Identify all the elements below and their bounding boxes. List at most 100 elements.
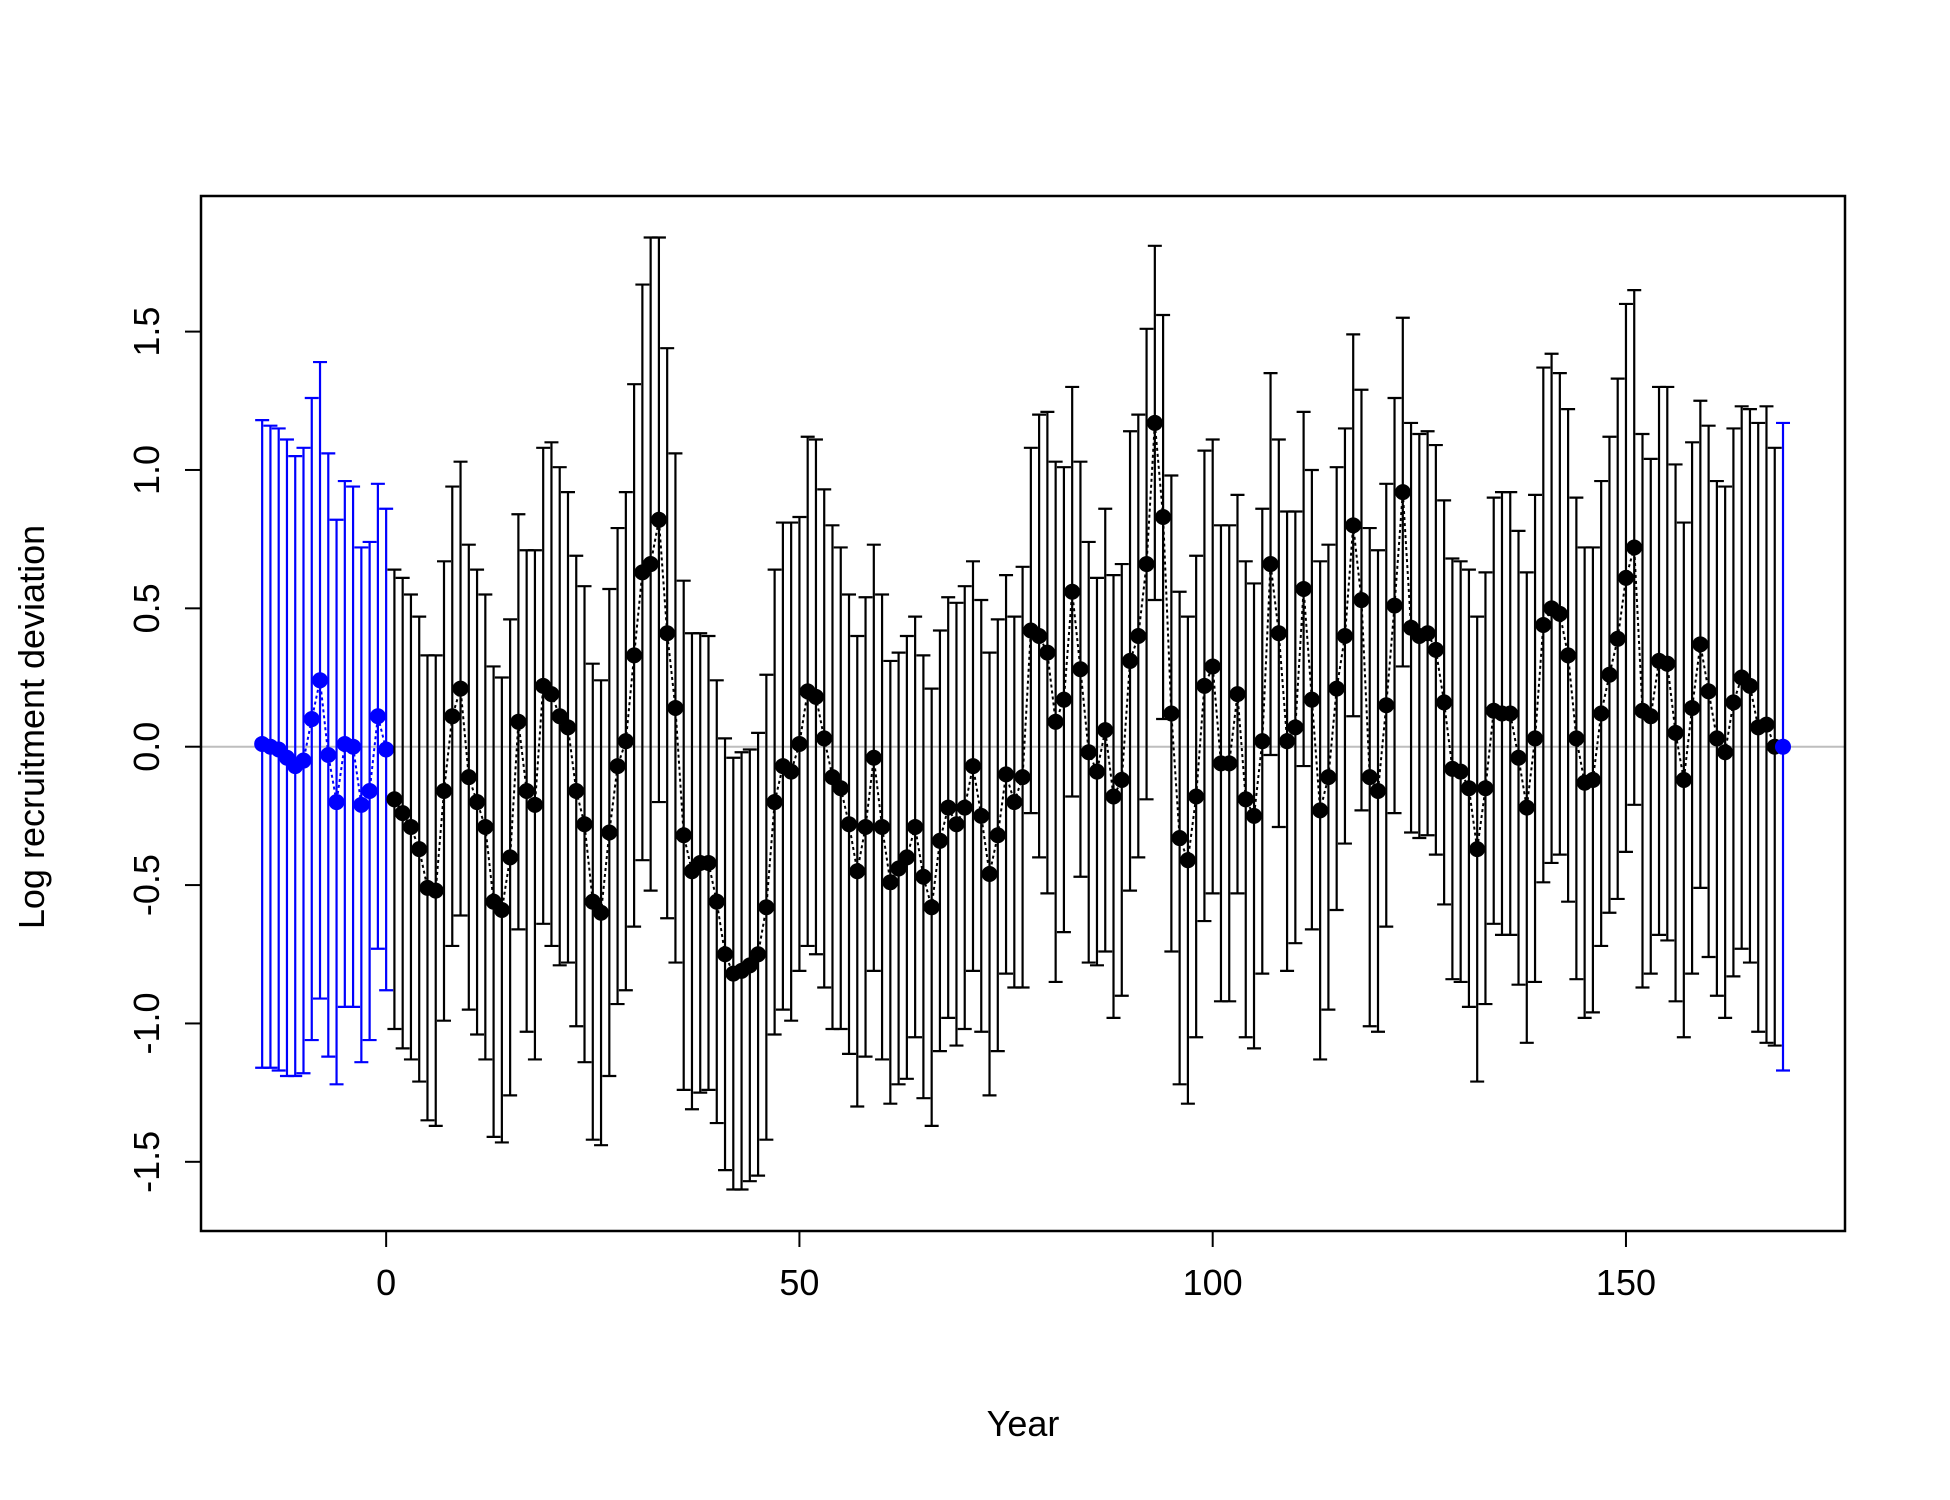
point — [717, 946, 734, 963]
point — [1419, 625, 1436, 642]
point — [469, 794, 486, 811]
point — [750, 946, 767, 963]
point — [898, 849, 915, 866]
point — [642, 556, 659, 573]
point — [1659, 655, 1676, 672]
point — [1551, 605, 1568, 622]
point — [1039, 644, 1056, 661]
point — [1593, 705, 1610, 722]
point — [1601, 666, 1618, 683]
point — [1328, 680, 1345, 697]
point — [1684, 699, 1701, 716]
point — [609, 758, 626, 775]
point — [1130, 628, 1147, 645]
point — [386, 791, 403, 808]
point — [493, 901, 510, 918]
point — [1138, 556, 1155, 573]
y-tick-label: -1.5 — [126, 1131, 167, 1193]
x-tick-label: 0 — [376, 1262, 396, 1303]
point — [1477, 780, 1494, 797]
point — [791, 735, 808, 752]
point — [857, 818, 874, 835]
point — [659, 625, 676, 642]
point — [1527, 730, 1544, 747]
point — [1568, 730, 1585, 747]
point — [593, 904, 610, 921]
point — [841, 816, 858, 833]
point — [1088, 763, 1105, 780]
point — [345, 738, 362, 755]
point — [667, 699, 684, 716]
point — [1320, 769, 1337, 786]
point — [1295, 580, 1312, 597]
point — [766, 794, 783, 811]
point — [1196, 677, 1213, 694]
point — [1113, 771, 1130, 788]
point — [559, 719, 576, 736]
point — [543, 686, 560, 703]
point — [1287, 719, 1304, 736]
y-tick-label: 1.0 — [126, 445, 167, 495]
point — [452, 680, 469, 697]
y-axis-title: Log recruitment deviation — [11, 525, 52, 929]
point — [312, 672, 329, 689]
point — [526, 796, 543, 813]
x-axis-title: Year — [987, 1403, 1060, 1444]
point — [1386, 597, 1403, 614]
point — [849, 863, 866, 880]
point — [998, 766, 1015, 783]
point — [617, 733, 634, 750]
point — [320, 747, 337, 764]
point — [303, 711, 320, 728]
point — [874, 818, 891, 835]
plot-frame — [199, 194, 1847, 1233]
point — [1229, 686, 1246, 703]
point — [1080, 744, 1097, 761]
point — [956, 799, 973, 816]
point — [973, 807, 990, 824]
point — [1502, 705, 1519, 722]
x-tick-label: 150 — [1596, 1262, 1656, 1303]
point — [807, 688, 824, 705]
point — [948, 816, 965, 833]
point — [1361, 769, 1378, 786]
point — [1303, 691, 1320, 708]
point — [882, 874, 899, 891]
point — [295, 752, 312, 769]
point — [824, 769, 841, 786]
point — [1254, 733, 1271, 750]
point — [907, 818, 924, 835]
point — [700, 854, 717, 871]
point — [832, 780, 849, 797]
point — [675, 827, 692, 844]
point — [1171, 830, 1188, 847]
point — [1452, 763, 1469, 780]
point — [502, 849, 519, 866]
point — [1394, 484, 1411, 501]
point — [576, 816, 593, 833]
point — [1436, 694, 1453, 711]
point — [1717, 744, 1734, 761]
point — [378, 741, 395, 758]
point — [1692, 636, 1709, 653]
point — [1055, 691, 1072, 708]
point — [1741, 677, 1758, 694]
y-tick-label: -0.5 — [126, 854, 167, 916]
point — [1378, 697, 1395, 714]
point — [1617, 569, 1634, 586]
point — [931, 832, 948, 849]
point — [1469, 841, 1486, 858]
point — [551, 708, 568, 725]
point — [1122, 652, 1139, 669]
point — [1758, 716, 1775, 733]
point — [510, 713, 527, 730]
point — [1014, 769, 1031, 786]
point — [1675, 771, 1692, 788]
point — [964, 758, 981, 775]
point — [915, 868, 932, 885]
point — [361, 782, 378, 799]
point — [601, 824, 618, 841]
point — [1262, 556, 1279, 573]
point — [1146, 414, 1163, 431]
